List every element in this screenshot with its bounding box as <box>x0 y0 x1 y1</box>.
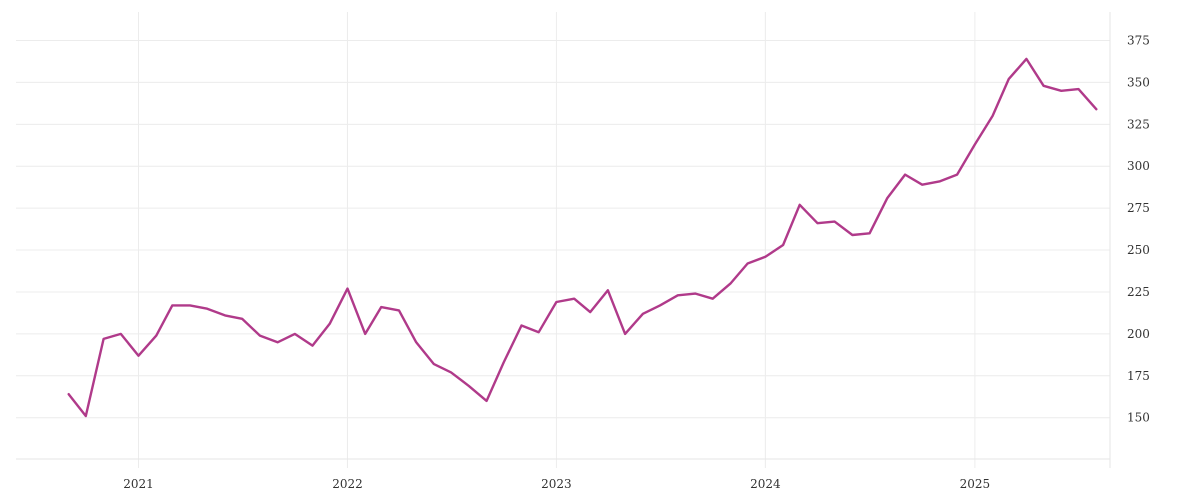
series <box>67 57 1098 418</box>
y-tick-label-150: 150 <box>1127 411 1150 425</box>
y-tick-label-250: 250 <box>1127 243 1150 257</box>
x-tick-label-2022: 2022 <box>332 477 363 491</box>
y-tick-label-350: 350 <box>1127 75 1150 89</box>
tick-labels: 150 175 200 225 250 275 300 325 350 375 2021 2022 20… <box>123 34 1150 492</box>
x-tick-label-2023: 2023 <box>541 477 572 491</box>
y-tick-label-300: 300 <box>1127 159 1150 173</box>
grid <box>16 12 1110 468</box>
x-tick-label-2024: 2024 <box>750 477 781 491</box>
x-tick-label-2021: 2021 <box>123 477 154 491</box>
y-tick-label-225: 225 <box>1127 285 1150 299</box>
y-tick-label-200: 200 <box>1127 327 1150 341</box>
axes <box>16 12 1111 468</box>
series-line-0 <box>67 57 1098 418</box>
y-tick-label-275: 275 <box>1127 201 1150 215</box>
x-tick-label-2025: 2025 <box>960 477 991 491</box>
y-tick-label-175: 175 <box>1127 369 1150 383</box>
y-tick-label-375: 375 <box>1127 34 1150 48</box>
y-tick-label-325: 325 <box>1127 117 1150 131</box>
